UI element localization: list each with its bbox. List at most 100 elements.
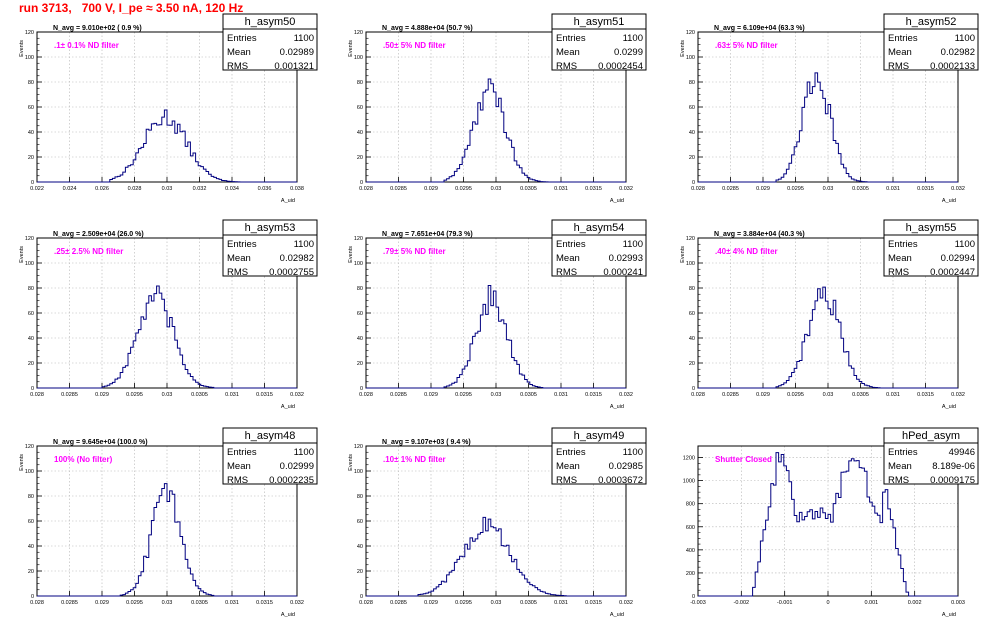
y-tick-label: 120 [354,444,363,450]
x-tick-label: 0.029 [424,186,438,192]
y-tick-label: 0 [692,386,695,392]
stats-label-rms: RMS [227,61,248,72]
y-tick-label: 0 [360,180,363,186]
histogram-series [698,286,958,389]
x-tick-label: 0.03 [823,186,834,192]
stats-title: h_asym49 [574,430,625,442]
y-tick-label: 20 [357,569,363,575]
stats-box [551,13,647,71]
x-tick-label: 0.028 [30,392,44,398]
y-tick-label: 80 [357,494,363,500]
x-tick-label: 0.0315 [917,186,934,192]
stats-box [551,219,647,277]
x-axis-label: A_uid [281,612,295,618]
stats-label-rms: RMS [556,475,577,486]
y-tick-label: 80 [28,286,34,292]
x-tick-label: 0.024 [63,186,77,192]
page-title: run 3713, 700 V, I_pe ≈ 3.50 nA, 120 Hz [19,1,244,15]
x-tick-label: 0.0295 [126,392,143,398]
n-avg-header: N_avg = 9.645e+04 (100.0 %) [53,439,148,446]
y-tick-label: 60 [28,519,34,525]
y-tick-label: 80 [689,80,695,86]
stats-value-mean: 0.02982 [280,253,314,264]
x-tick-label: 0.0285 [390,186,407,192]
y-tick-label: 800 [686,502,695,508]
y-tick-label: 60 [689,311,695,317]
y-tick-label: 80 [357,286,363,292]
y-tick-label: 100 [686,55,695,61]
y-tick-label: 60 [357,311,363,317]
x-tick-label: 0.001 [864,600,878,606]
y-tick-label: 100 [25,55,34,61]
stats-box [551,427,647,485]
histogram-panel-h_asym54: 0.028 0.0285 0.029 0.0295 0.03 0.0305 0.031 0.0… [348,219,647,410]
y-tick-label: 100 [354,261,363,267]
y-tick-label: 0 [692,594,695,600]
x-tick-label: 0.0305 [852,392,869,398]
x-tick-label: -0.001 [777,600,793,606]
x-axis-label: A_uid [610,404,624,410]
x-tick-label: 0.028 [359,186,373,192]
x-tick-label: 0.029 [756,186,770,192]
x-tick-label: 0.03 [491,392,502,398]
n-avg-header: N_avg = 2.509e+04 (26.0 %) [53,231,144,238]
y-tick-label: 100 [354,469,363,475]
x-tick-label: 0.031 [554,186,568,192]
x-tick-label: 0.032 [290,600,304,606]
stats-label-mean: Mean [888,47,912,58]
x-tick-label: 0.031 [225,600,239,606]
y-tick-label: 60 [28,105,34,111]
stats-label-entries: Entries [888,447,918,458]
stats-value-rms: 0.0002235 [269,475,314,486]
filter-label: .79± 5% ND filter [383,247,446,256]
stats-label-mean: Mean [556,253,580,264]
y-tick-label: 20 [28,361,34,367]
y-axis-label: Events [680,40,686,57]
x-tick-label: 0.0295 [455,392,472,398]
x-tick-label: 0.03 [162,600,173,606]
x-tick-label: 0.031 [554,392,568,398]
x-tick-label: 0.0315 [585,392,602,398]
stats-title: hPed_asym [902,430,960,442]
y-tick-label: 20 [689,361,695,367]
x-tick-label: 0.0295 [455,600,472,606]
stats-label-rms: RMS [556,267,577,278]
stats-value-entries: 1100 [623,239,643,250]
x-tick-label: 0.022 [30,186,44,192]
x-tick-label: 0.036 [258,186,272,192]
stats-label-entries: Entries [227,447,257,458]
x-axis-label: A_uid [281,404,295,410]
y-tick-label: 20 [28,155,34,161]
x-axis-label: A_uid [942,198,956,204]
y-tick-label: 60 [28,311,34,317]
stats-label-mean: Mean [888,253,912,264]
histogram-panel-h_asym50: 0.022 0.024 0.026 0.028 0.03 0.032 0.034 0.036 0… [19,13,318,204]
stats-label-entries: Entries [888,239,918,250]
x-axis-label: A_uid [942,612,956,618]
y-tick-label: 400 [686,548,695,554]
histogram-series [37,109,297,183]
x-tick-label: 0.031 [554,600,568,606]
x-tick-label: 0.0305 [520,186,537,192]
stats-label-entries: Entries [227,239,257,250]
x-tick-label: 0.031 [225,392,239,398]
y-tick-label: 120 [354,30,363,36]
histogram-series [366,78,626,183]
x-tick-label: 0.032 [193,186,207,192]
stats-box [222,219,318,277]
filter-label: .63± 5% ND filter [715,41,778,50]
stats-value-mean: 0.02994 [941,253,975,264]
stats-value-entries: 1100 [294,239,314,250]
filter-label: .40± 4% ND filter [715,247,778,256]
y-axis-label: Events [19,454,25,471]
x-tick-label: 0.03 [823,392,834,398]
x-tick-label: 0.0315 [585,600,602,606]
stats-value-rms: 0.0003672 [598,475,643,486]
x-tick-label: 0.0315 [256,600,273,606]
x-tick-label: 0.028 [359,392,373,398]
x-tick-label: 0.03 [162,186,173,192]
y-tick-label: 40 [357,336,363,342]
x-tick-label: 0.028 [359,600,373,606]
x-tick-label: 0.0305 [852,186,869,192]
y-tick-label: 100 [354,55,363,61]
